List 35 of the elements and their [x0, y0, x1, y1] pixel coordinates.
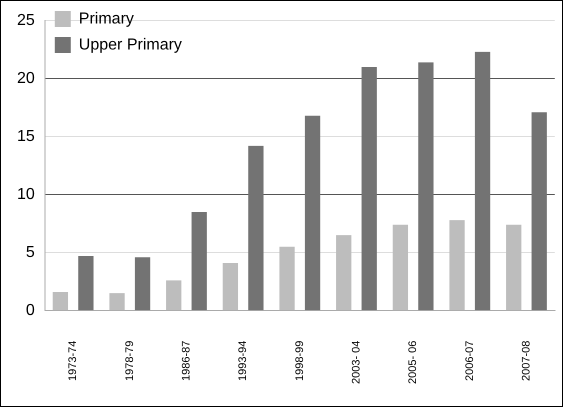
bar: [474, 52, 490, 310]
bar: [362, 66, 377, 310]
y-tick-label: 10: [17, 186, 35, 203]
x-tick-label: 2003- 04: [350, 340, 362, 384]
x-tick-label: 1993-94: [237, 340, 250, 381]
bar: [279, 246, 295, 310]
legend-label: Primary: [78, 10, 134, 28]
y-tick-label: 20: [17, 70, 35, 87]
bar: [418, 62, 434, 310]
y-tick-label: 5: [26, 244, 35, 261]
x-tick-label: 2006-07: [464, 340, 476, 381]
bar: [449, 220, 465, 310]
bar: [109, 293, 125, 310]
bar: [532, 112, 547, 310]
legend-label: Upper Primary: [78, 36, 182, 54]
bar: [222, 263, 238, 310]
bar: [78, 256, 94, 310]
x-tick-label: 1973-74: [67, 340, 80, 381]
x-tick-label: 1998-99: [294, 340, 306, 381]
bar: [304, 116, 320, 310]
y-tick-label: 15: [17, 128, 35, 145]
bar: [166, 280, 182, 310]
x-tick-label: 2007-08: [520, 340, 532, 381]
y-tick-label: 0: [26, 302, 35, 319]
bar: [336, 235, 352, 310]
bar: [192, 212, 207, 310]
x-tick-label: 1978-79: [124, 340, 136, 381]
bar: [52, 292, 68, 310]
x-tick-label: 1986-87: [180, 340, 192, 381]
bar: [506, 224, 522, 310]
bar: [248, 146, 264, 310]
y-tick-label: 25: [17, 12, 35, 30]
bar: [134, 257, 150, 310]
x-tick-label: 2005- 06: [407, 340, 420, 384]
bar: [392, 224, 408, 310]
